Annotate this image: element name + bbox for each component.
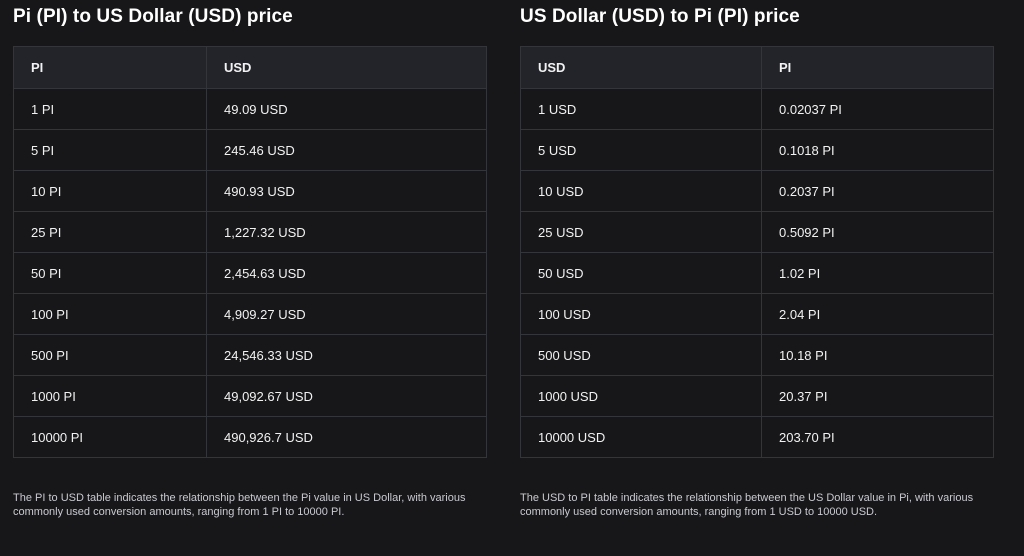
table-row: 100 USD 2.04 PI (520, 293, 994, 335)
value-cell: 1,227.32 USD (206, 211, 487, 253)
column-header-usd: USD (520, 46, 762, 89)
value-cell: 49.09 USD (206, 88, 487, 130)
table-row: 5 USD 0.1018 PI (520, 129, 994, 171)
table-row: 25 PI 1,227.32 USD (13, 211, 487, 253)
amount-cell: 500 PI (13, 334, 207, 376)
column-header-usd: USD (206, 46, 487, 89)
amount-cell: 1000 USD (520, 375, 762, 417)
usd-to-pi-table: USD PI 1 USD 0.02037 PI 5 USD 0.1018 PI 10… (520, 46, 994, 458)
value-cell: 245.46 USD (206, 129, 487, 171)
table-row: 100 PI 4,909.27 USD (13, 293, 487, 335)
amount-cell: 100 PI (13, 293, 207, 335)
amount-cell: 10 USD (520, 170, 762, 212)
value-cell: 24,546.33 USD (206, 334, 487, 376)
table-row: 50 USD 1.02 PI (520, 252, 994, 294)
table-row: 5 PI 245.46 USD (13, 129, 487, 171)
value-cell: 2,454.63 USD (206, 252, 487, 294)
table-row: 500 PI 24,546.33 USD (13, 334, 487, 376)
value-cell: 4,909.27 USD (206, 293, 487, 335)
table-row: 1000 USD 20.37 PI (520, 375, 994, 417)
amount-cell: 1000 PI (13, 375, 207, 417)
amount-cell: 25 USD (520, 211, 762, 253)
amount-cell: 5 USD (520, 129, 762, 171)
amount-cell: 10000 USD (520, 416, 762, 458)
table-row: 10000 PI 490,926.7 USD (13, 416, 487, 458)
table-row: 500 USD 10.18 PI (520, 334, 994, 376)
amount-cell: 500 USD (520, 334, 762, 376)
amount-cell: 1 PI (13, 88, 207, 130)
amount-cell: 10000 PI (13, 416, 207, 458)
value-cell: 490.93 USD (206, 170, 487, 212)
table-row: 1 PI 49.09 USD (13, 88, 487, 130)
usd-to-pi-title: US Dollar (USD) to Pi (PI) price (520, 6, 800, 27)
value-cell: 49,092.67 USD (206, 375, 487, 417)
pi-to-usd-description: The PI to USD table indicates the relati… (13, 492, 466, 518)
table-row: 10 USD 0.2037 PI (520, 170, 994, 212)
amount-cell: 5 PI (13, 129, 207, 171)
value-cell: 0.02037 PI (761, 88, 994, 130)
value-cell: 490,926.7 USD (206, 416, 487, 458)
table-row: 1 USD 0.02037 PI (520, 88, 994, 130)
value-cell: 1.02 PI (761, 252, 994, 294)
value-cell: 0.2037 PI (761, 170, 994, 212)
pi-to-usd-table: PI USD 1 PI 49.09 USD 5 PI 245.46 USD 10 P… (13, 46, 487, 458)
table-row: 25 USD 0.5092 PI (520, 211, 994, 253)
table-row: 50 PI 2,454.63 USD (13, 252, 487, 294)
column-header-pi: PI (761, 46, 994, 89)
table-row: 10000 USD 203.70 PI (520, 416, 994, 458)
table-header-row: USD PI (520, 46, 994, 89)
amount-cell: 50 PI (13, 252, 207, 294)
value-cell: 0.1018 PI (761, 129, 994, 171)
value-cell: 20.37 PI (761, 375, 994, 417)
value-cell: 203.70 PI (761, 416, 994, 458)
amount-cell: 100 USD (520, 293, 762, 335)
pi-to-usd-title: Pi (PI) to US Dollar (USD) price (13, 6, 293, 27)
amount-cell: 25 PI (13, 211, 207, 253)
table-row: 10 PI 490.93 USD (13, 170, 487, 212)
value-cell: 2.04 PI (761, 293, 994, 335)
table-header-row: PI USD (13, 46, 487, 89)
column-header-pi: PI (13, 46, 207, 89)
value-cell: 0.5092 PI (761, 211, 994, 253)
value-cell: 10.18 PI (761, 334, 994, 376)
table-row: 1000 PI 49,092.67 USD (13, 375, 487, 417)
amount-cell: 50 USD (520, 252, 762, 294)
usd-to-pi-description: The USD to PI table indicates the relati… (520, 492, 974, 518)
amount-cell: 1 USD (520, 88, 762, 130)
amount-cell: 10 PI (13, 170, 207, 212)
